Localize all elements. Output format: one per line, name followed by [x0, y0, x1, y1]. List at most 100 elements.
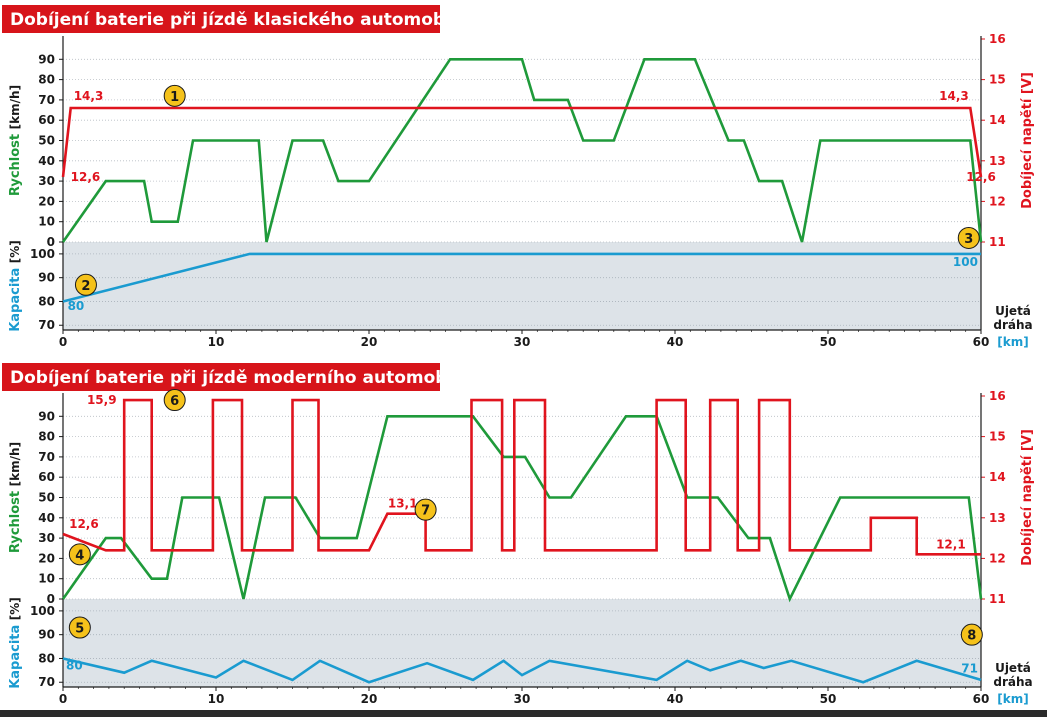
data-label: 14,3	[939, 89, 969, 103]
capacity-axis-unit: [%]	[8, 597, 22, 620]
callout-marker	[163, 389, 186, 412]
capacity-tick-label: 80	[38, 651, 55, 665]
capacity-axis-name: Kapacita	[8, 620, 23, 689]
capacity-axis-title: Kapacita [%]	[8, 240, 23, 332]
callout-marker	[414, 498, 437, 521]
speed-tick-label: 90	[38, 409, 55, 423]
data-label: 80	[68, 299, 85, 313]
voltage-tick-label: 14	[989, 470, 1006, 484]
callout-marker-number: 3	[964, 232, 973, 247]
capacity-area-bg	[63, 242, 981, 330]
chart-title-box	[2, 363, 440, 391]
data-label: 15,9	[87, 393, 117, 407]
speed-tick-label: 60	[38, 113, 55, 127]
voltage-axis-title: Dobíjecí napětí [V]	[1020, 72, 1035, 209]
speed-tick-label: 60	[38, 470, 55, 484]
callout-marker	[960, 623, 983, 646]
speed-tick-label: 30	[38, 174, 55, 188]
data-label: 12,6	[966, 170, 996, 184]
callout-marker-number: 2	[81, 279, 90, 294]
voltage-tick-label: 11	[989, 592, 1006, 606]
callout-marker	[163, 84, 186, 107]
speed-tick-label: 70	[38, 450, 55, 464]
x-tick-label: 20	[361, 335, 378, 349]
speed-axis-title: Rychlost [km/h]	[8, 85, 23, 196]
callout-marker	[957, 226, 980, 249]
callout-marker	[68, 543, 91, 566]
speed-axis-name: Rychlost	[8, 129, 23, 196]
capacity-tick-label: 100	[30, 604, 55, 618]
capacity-tick-label: 70	[38, 318, 55, 332]
data-label: 80	[66, 659, 83, 673]
x-tick-label: 10	[208, 692, 225, 706]
data-label: 13,1	[388, 497, 418, 511]
data-label: 100	[953, 255, 978, 269]
callout-marker-number: 5	[75, 622, 84, 637]
voltage-tick-label: 13	[989, 154, 1006, 168]
speed-tick-label: 50	[38, 491, 55, 505]
data-label: 12,6	[69, 517, 99, 531]
bottom-strip	[0, 710, 1047, 717]
capacity-tick-label: 100	[30, 247, 55, 261]
x-tick-label: 60	[973, 335, 990, 349]
data-label: 71	[961, 661, 978, 675]
capacity-tick-label: 80	[38, 294, 55, 308]
capacity-tick-label: 70	[38, 675, 55, 689]
series-voltage-line	[61, 106, 983, 178]
callout-marker-number: 4	[75, 548, 84, 563]
x-axis-label-line1: Ujetá	[995, 304, 1031, 318]
chart-title-box	[2, 5, 440, 33]
speed-tick-label: 40	[38, 154, 55, 168]
voltage-tick-label: 12	[989, 551, 1006, 565]
voltage-tick-label: 15	[989, 430, 1006, 444]
series-speed-line	[61, 414, 983, 603]
speed-tick-label: 70	[38, 93, 55, 107]
voltage-tick-label: 11	[989, 235, 1006, 249]
speed-axis-unit: [km/h]	[8, 85, 22, 129]
speed-tick-label: 20	[38, 551, 55, 565]
voltage-tick-label: 15	[989, 73, 1006, 87]
chart-title: Dobíjení baterie při jízdě moderního aut…	[10, 368, 471, 388]
voltage-tick-label: 12	[989, 194, 1006, 208]
x-tick-label: 40	[667, 692, 684, 706]
speed-tick-label: 10	[38, 572, 55, 586]
capacity-tick-label: 90	[38, 628, 55, 642]
callout-marker-number: 7	[421, 504, 430, 519]
speed-tick-label: 40	[38, 511, 55, 525]
voltage-axis-title: Dobíjecí napětí [V]	[1020, 429, 1035, 566]
x-tick-label: 40	[667, 335, 684, 349]
x-axis-label-line1: Ujetá	[995, 661, 1031, 675]
voltage-tick-label: 16	[989, 32, 1006, 46]
series-capacity-line	[62, 252, 981, 303]
x-tick-label: 0	[59, 692, 67, 706]
callout-marker	[74, 273, 97, 296]
speed-tick-label: 50	[38, 134, 55, 148]
x-tick-label: 20	[361, 692, 378, 706]
chart-panel-2: Dobíjení baterie při jízdě moderního aut…	[2, 363, 1035, 706]
x-tick-label: 10	[208, 335, 225, 349]
speed-axis-unit: [km/h]	[8, 442, 22, 486]
callout-marker-number: 8	[967, 629, 976, 644]
speed-axis-title: Rychlost [km/h]	[8, 442, 23, 553]
capacity-tick-label: 90	[38, 271, 55, 285]
voltage-tick-label: 14	[989, 113, 1006, 127]
speed-axis-name: Rychlost	[8, 486, 23, 553]
series-voltage-line	[62, 398, 981, 556]
x-tick-label: 50	[820, 692, 837, 706]
speed-tick-label: 30	[38, 531, 55, 545]
x-tick-label: 60	[973, 692, 990, 706]
voltage-tick-label: 13	[989, 511, 1006, 525]
capacity-axis-unit: [%]	[8, 240, 22, 263]
x-axis-label-line2: dráha	[993, 675, 1032, 689]
capacity-axis-name: Kapacita	[8, 263, 23, 332]
x-axis-unit: [km]	[997, 692, 1028, 706]
x-tick-label: 30	[514, 692, 531, 706]
speed-tick-label: 0	[47, 235, 55, 249]
callout-marker	[68, 616, 91, 639]
series-speed-line	[61, 57, 983, 243]
chart-panel-1: Dobíjení baterie při jízdě klasického au…	[2, 5, 1035, 349]
data-label: 14,3	[74, 89, 104, 103]
x-tick-label: 30	[514, 335, 531, 349]
x-axis-label-line2: dráha	[993, 318, 1032, 332]
speed-tick-label: 20	[38, 194, 55, 208]
